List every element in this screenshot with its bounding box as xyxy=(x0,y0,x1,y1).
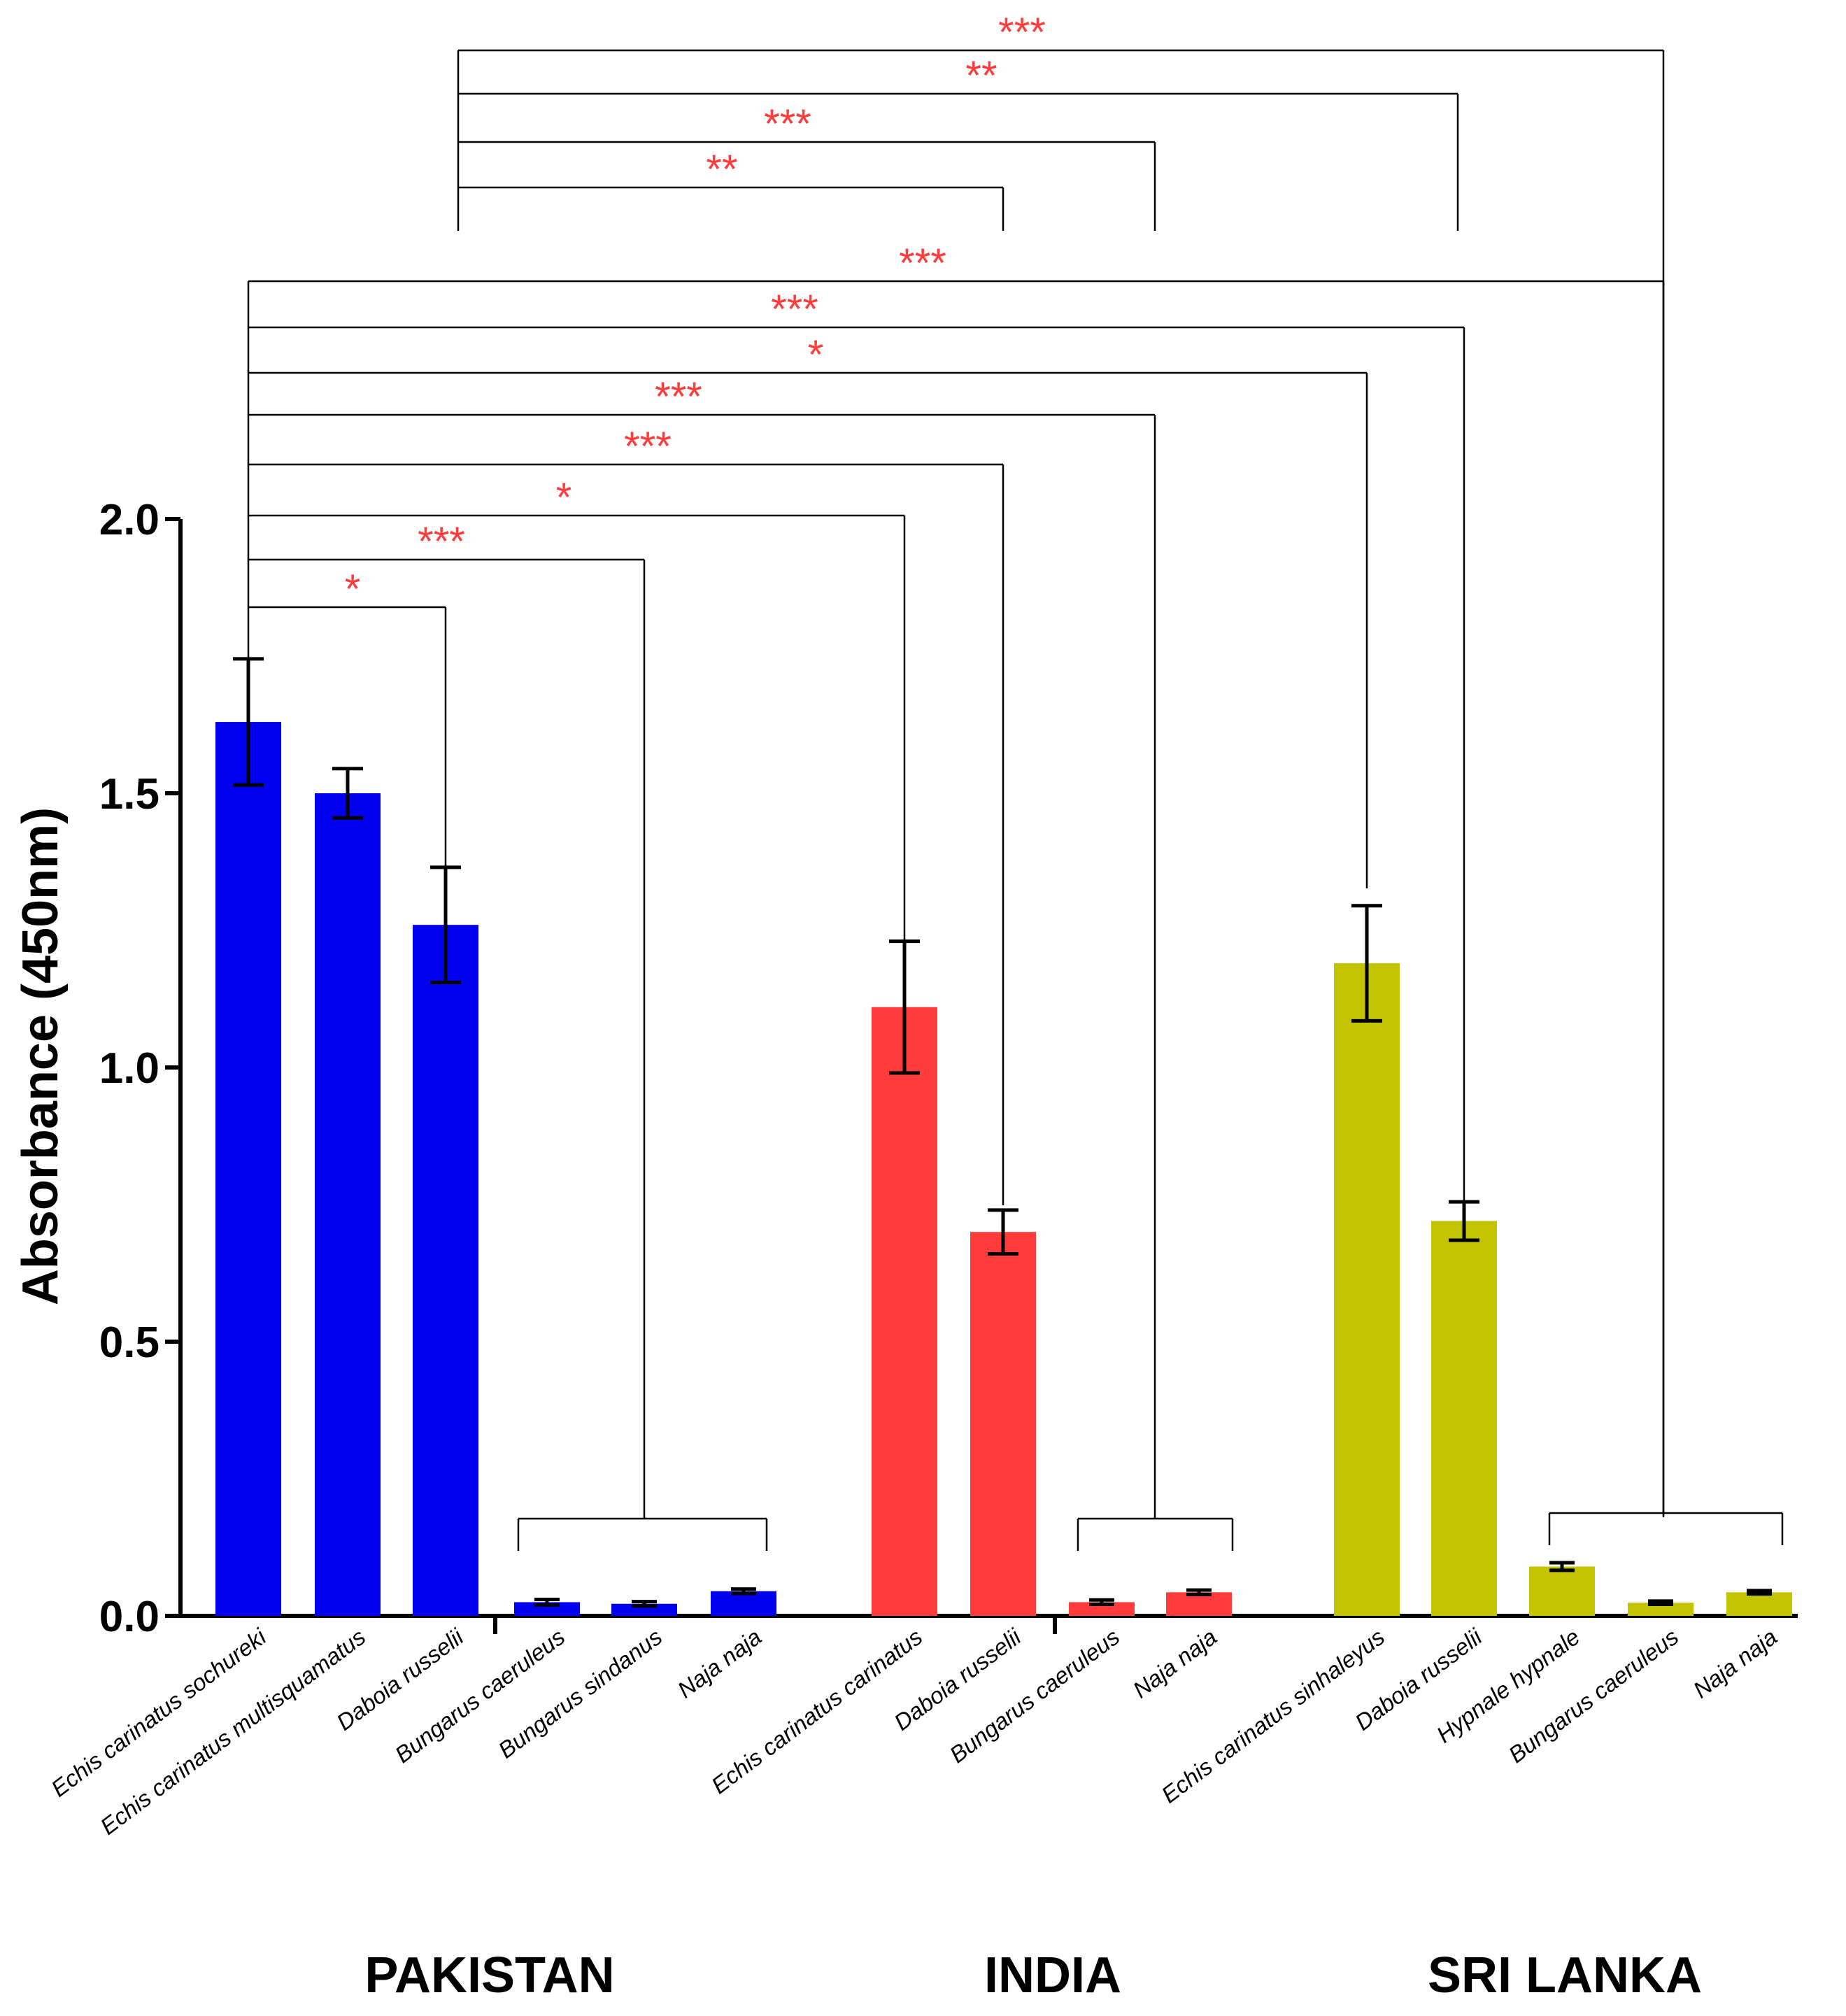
bar-sri-lanka-echis-carinatus-sinhaleyus xyxy=(1334,963,1400,1616)
category-label: Naja naja xyxy=(1128,1624,1222,1703)
significance-label: * xyxy=(556,475,572,520)
bar-pakistan-echis-carinatus-multisquamatus xyxy=(315,793,381,1616)
bar-india-bungarus-caeruleus xyxy=(1069,1602,1135,1616)
significance-label: *** xyxy=(418,519,465,565)
category-label: Bungarus caeruleus xyxy=(390,1624,570,1768)
category-label: Naja naja xyxy=(1689,1624,1782,1703)
category-label: Bungarus sindanus xyxy=(493,1624,667,1763)
bar-india-daboia-russelii xyxy=(970,1232,1036,1616)
significance-label: * xyxy=(345,567,361,612)
significance-label: *** xyxy=(624,424,672,469)
bar-pakistan-bungarus-caeruleus xyxy=(514,1602,580,1616)
significance-label: ** xyxy=(965,53,997,99)
bar-sri-lanka-hypnale-hypnale xyxy=(1529,1566,1595,1616)
category-label: Naja naja xyxy=(673,1624,767,1703)
bar-pakistan-daboia-russelii xyxy=(413,925,478,1616)
significance-label: *** xyxy=(998,10,1046,55)
bar-sri-lanka-daboia-russelii xyxy=(1431,1221,1497,1616)
group-label-pakistan: PAKISTAN xyxy=(364,1947,614,2003)
bar-india-echis-carinatus-carinatus xyxy=(872,1007,937,1616)
category-label: Bungarus caeruleus xyxy=(1504,1624,1684,1768)
significance-label: *** xyxy=(655,374,702,420)
y-tick-label: 1.5 xyxy=(99,770,159,818)
significance-label: ** xyxy=(706,147,737,192)
bar-pakistan-echis-carinatus-sochureki xyxy=(215,722,281,1616)
bar-pakistan-naja-naja xyxy=(711,1591,776,1616)
y-axis-label: Absorbance (450nm) xyxy=(13,807,69,1305)
significance-label: *** xyxy=(771,287,818,332)
y-tick-label: 0.0 xyxy=(99,1593,159,1641)
significance-label: *** xyxy=(899,241,946,286)
significance-label: * xyxy=(808,332,824,378)
bar-sri-lanka-bungarus-caeruleus xyxy=(1628,1603,1694,1616)
significance-label: *** xyxy=(764,101,811,147)
bar-pakistan-bungarus-sindanus xyxy=(611,1603,677,1616)
category-label: Bungarus caeruleus xyxy=(945,1624,1125,1768)
y-tick-label: 2.0 xyxy=(99,496,159,544)
bar-sri-lanka-naja-naja xyxy=(1726,1592,1792,1616)
y-tick-label: 0.5 xyxy=(99,1319,159,1367)
group-label-sri-lanka: SRI LANKA xyxy=(1428,1947,1702,2003)
group-label-india: INDIA xyxy=(984,1947,1121,2003)
y-tick-label: 1.0 xyxy=(99,1044,159,1093)
